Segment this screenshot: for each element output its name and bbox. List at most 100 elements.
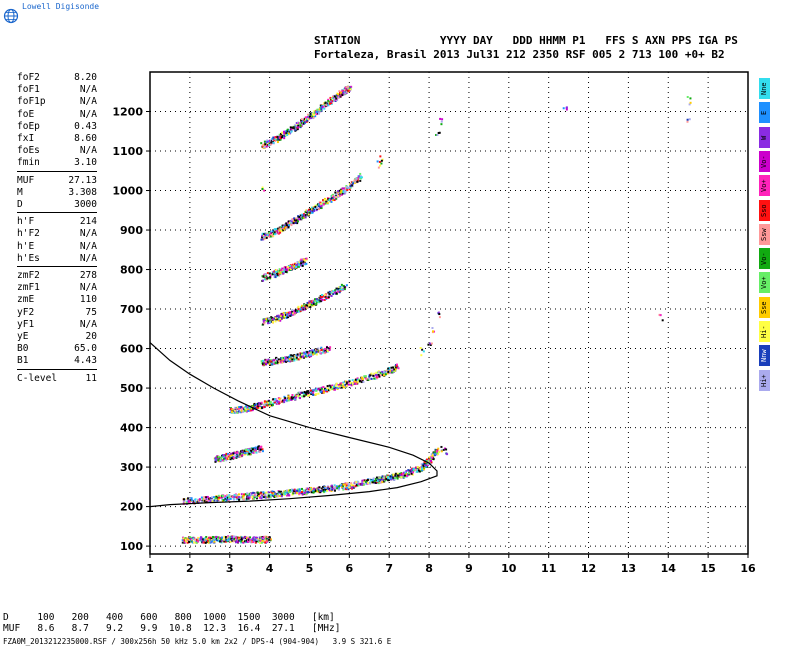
echo-point <box>289 490 292 493</box>
echo-point <box>345 381 348 384</box>
echo-point <box>251 409 254 412</box>
echo-point <box>274 398 277 401</box>
legend-label: W <box>760 134 768 140</box>
echo-point <box>272 492 275 495</box>
echo-point <box>384 372 387 375</box>
echo-point <box>263 535 266 538</box>
echo-point <box>315 393 318 396</box>
echo-point <box>274 139 277 142</box>
echo-point <box>279 494 282 497</box>
echo-point <box>274 316 277 319</box>
echo-point <box>357 481 360 484</box>
echo-point <box>284 226 287 229</box>
echo-point <box>298 355 301 358</box>
echo-point <box>273 231 276 234</box>
echo-point <box>415 466 418 469</box>
echo-point <box>365 482 368 485</box>
echo-point <box>313 490 316 493</box>
echo-point <box>298 492 301 495</box>
echo-point <box>318 203 321 206</box>
echo-point <box>296 261 299 264</box>
echo-point <box>246 493 249 496</box>
echo-point <box>318 300 321 303</box>
echo-point <box>294 489 297 492</box>
echo-point <box>255 447 258 450</box>
echo-point <box>352 182 355 185</box>
echo-point <box>353 382 356 385</box>
echo-point <box>251 539 254 542</box>
echo-point <box>287 395 290 398</box>
echo-point <box>209 500 212 503</box>
param-value: 20 <box>85 331 97 342</box>
echo-point <box>227 538 230 541</box>
echo-point <box>312 349 315 352</box>
echo-point <box>271 318 274 321</box>
echo-point <box>315 353 318 356</box>
echo-point <box>282 270 285 273</box>
echo-point <box>391 369 394 372</box>
echo-point <box>253 496 256 499</box>
echo-point <box>288 494 291 497</box>
echo-point <box>263 496 266 499</box>
x-tick-label: 9 <box>465 562 473 575</box>
echo-point <box>267 403 270 406</box>
param-value: 3.308 <box>68 186 97 198</box>
echo-point <box>401 472 404 475</box>
echo-point <box>356 378 359 381</box>
echo-point <box>281 267 284 270</box>
echo-point <box>262 323 265 326</box>
echo-point <box>226 539 229 542</box>
echo-point <box>335 287 338 290</box>
echo-point <box>325 198 328 201</box>
echo-point <box>276 399 279 402</box>
echo-point <box>342 485 345 488</box>
param-separator <box>17 170 97 172</box>
echo-point <box>233 494 236 497</box>
echo-point <box>200 496 203 499</box>
param-key: MUF <box>17 174 35 186</box>
echo-point <box>277 495 280 498</box>
echo-point <box>301 353 304 356</box>
echo-point <box>335 194 338 197</box>
echo-point <box>347 383 350 386</box>
param-fof1: foF1 N/A <box>17 84 97 96</box>
echo-point <box>436 452 439 455</box>
echo-point <box>244 537 247 540</box>
echo-point <box>282 315 285 318</box>
param-fof2: foF2 8.20 <box>17 72 97 84</box>
globe-icon <box>3 8 19 24</box>
echo-point <box>281 271 284 274</box>
echo-point <box>412 471 415 474</box>
param-value: 214 <box>79 216 97 228</box>
echo-point <box>265 359 268 362</box>
echo-point <box>205 535 208 538</box>
param-value: 0.43 <box>74 120 97 132</box>
echo-point <box>295 263 298 266</box>
echo-point <box>272 361 275 364</box>
echo-point <box>381 158 384 161</box>
echo-point <box>287 489 290 492</box>
echo-point <box>394 367 397 370</box>
x-tick-label: 12 <box>581 562 596 575</box>
echo-point <box>251 538 254 541</box>
echo-point <box>392 370 395 373</box>
echo-point <box>416 466 419 469</box>
echo-point <box>328 102 331 105</box>
echo-point <box>311 115 314 118</box>
echo-point <box>333 489 336 492</box>
echo-point <box>340 386 343 389</box>
echo-point <box>358 482 361 485</box>
echo-point <box>226 455 229 458</box>
echo-point <box>302 353 305 356</box>
echo-point <box>197 538 200 541</box>
echo-point <box>279 400 282 403</box>
echo-point <box>306 487 309 490</box>
y-tick-label: 500 <box>120 382 143 395</box>
echo-point <box>297 395 300 398</box>
echo-point <box>333 484 336 487</box>
echo-point <box>334 99 337 102</box>
echo-point <box>328 198 331 201</box>
echo-point <box>252 451 255 454</box>
echo-point <box>294 221 297 224</box>
echo-point <box>272 141 275 144</box>
